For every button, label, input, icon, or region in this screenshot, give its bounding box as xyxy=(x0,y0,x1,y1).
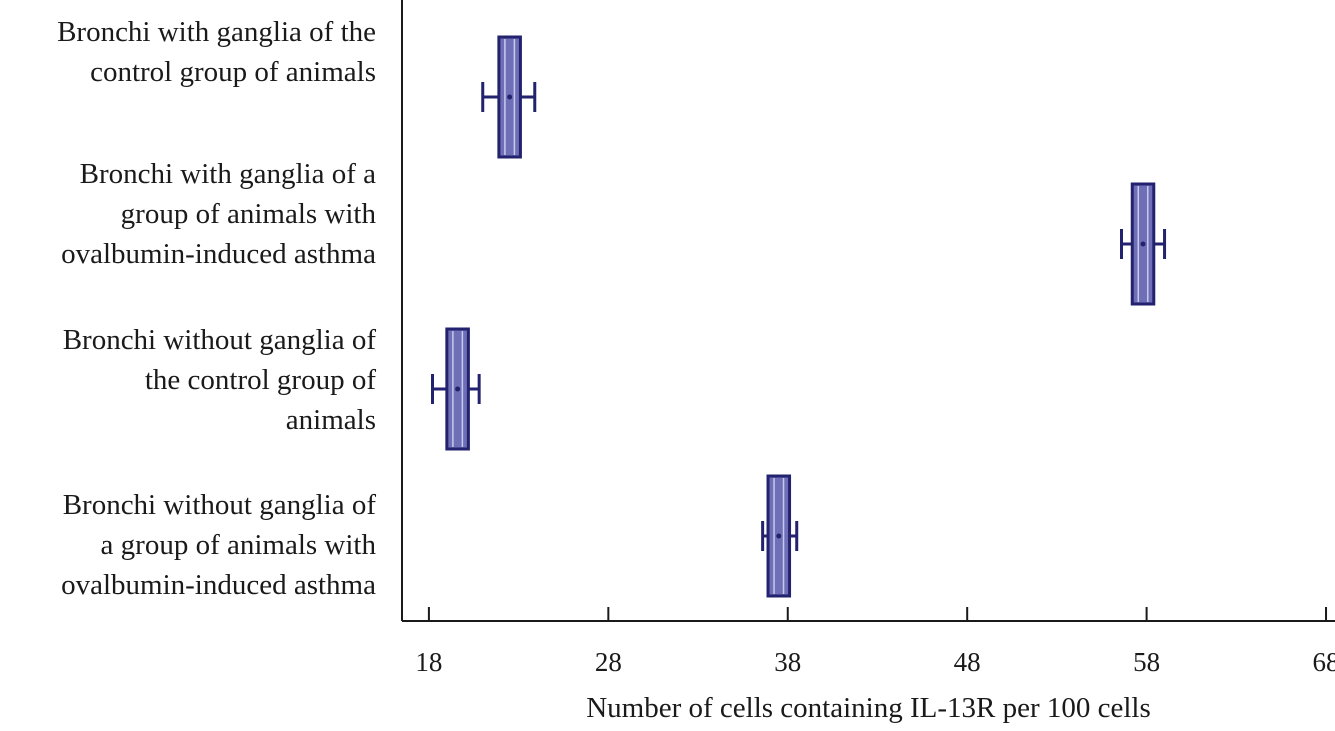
category-label-line: ovalbumin-induced asthma xyxy=(61,569,376,601)
mean-point xyxy=(455,386,461,392)
mean-point xyxy=(1140,241,1146,247)
x-tick-label-28: 28 xyxy=(595,647,622,677)
x-axis-label: Number of cells containing IL-13R per 10… xyxy=(586,692,1151,724)
category-label-2: Bronchi with ganglia of a group of animal… xyxy=(0,154,376,274)
mean-point xyxy=(776,533,782,539)
x-tick-label-68: 68 xyxy=(1313,647,1335,677)
category-label-line: ovalbumin-induced asthma xyxy=(61,238,376,270)
box-group-3 xyxy=(431,327,481,451)
box-group-4 xyxy=(761,474,799,598)
category-label-line: Bronchi with ganglia of the xyxy=(57,16,376,48)
category-label-line: control group of animals xyxy=(90,56,376,88)
category-label-line: a group of animals with xyxy=(100,529,376,561)
category-label-line: Bronchi without ganglia of xyxy=(62,324,376,356)
category-label-4: Bronchi without ganglia of a group of ani… xyxy=(0,485,376,605)
category-label-line: animals xyxy=(285,404,376,436)
category-label-line: Bronchi without ganglia of xyxy=(62,489,376,521)
x-tick-label-58: 58 xyxy=(1133,647,1160,677)
box-group-2 xyxy=(1119,182,1167,306)
category-label-line: Bronchi with ganglia of a xyxy=(79,158,376,190)
category-label-1: Bronchi with ganglia of the control group… xyxy=(0,12,376,92)
box-group-1 xyxy=(481,35,537,159)
x-tick-label-18: 18 xyxy=(415,647,442,677)
category-label-line: the control group of xyxy=(144,364,376,396)
category-label-line: group of animals with xyxy=(120,198,376,230)
x-tick-label-38: 38 xyxy=(774,647,801,677)
x-tick-label-48: 48 xyxy=(954,647,981,677)
mean-point xyxy=(507,94,513,100)
category-label-3: Bronchi without ganglia of the control gr… xyxy=(0,320,376,440)
